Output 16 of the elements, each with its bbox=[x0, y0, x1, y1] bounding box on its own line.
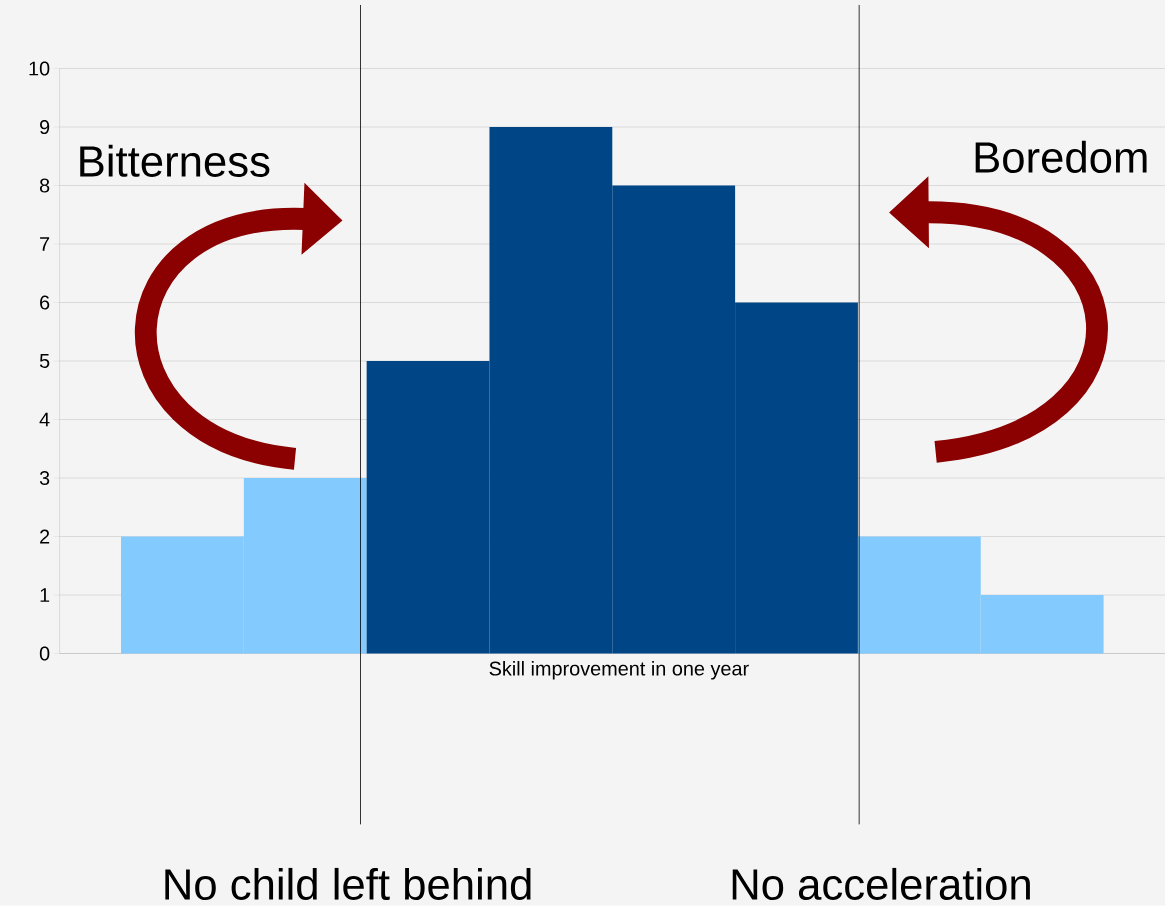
y-tick-label: 4 bbox=[39, 412, 50, 427]
y-tick-label: 2 bbox=[40, 529, 50, 544]
y-tick-label: 5 bbox=[39, 354, 50, 369]
annotation: Bitterness bbox=[80, 144, 270, 178]
text: No acceleration bbox=[732, 868, 1030, 901]
y-tick-label: 1 bbox=[40, 588, 50, 602]
annotation: Boredom bbox=[975, 140, 1147, 174]
y-tick-label: 10 bbox=[29, 61, 50, 76]
text: No child left behind bbox=[165, 868, 531, 901]
x-axis-title: Skill improvement in one year bbox=[489, 661, 749, 680]
y-tick-label: 8 bbox=[39, 178, 50, 193]
y-tick-label: 9 bbox=[40, 120, 50, 135]
y-tick-label: 6 bbox=[40, 295, 50, 310]
y-tick-label: 7 bbox=[40, 237, 50, 251]
y-tick-label: 0 bbox=[39, 646, 50, 661]
y-tick-label: 3 bbox=[39, 471, 50, 486]
